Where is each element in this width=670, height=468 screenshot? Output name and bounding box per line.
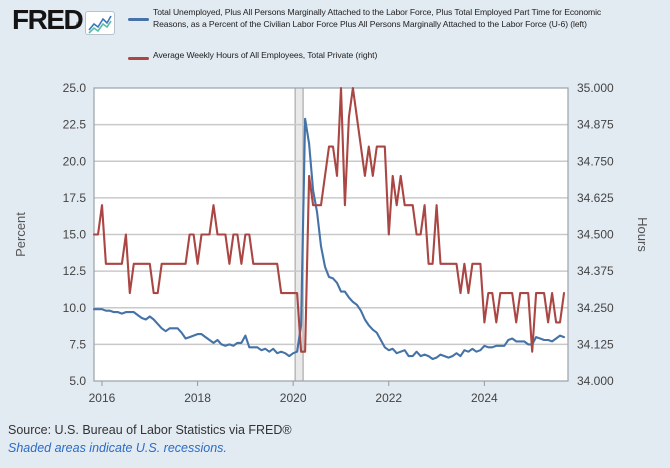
fred-logo-text[interactable]: FRED (12, 4, 84, 35)
fred-chart: 25.0 35.000 22.5 34.875 20.0 34.750 17.5 34.625… (13, 81, 650, 405)
x-axis-tick-label: 2020 (280, 391, 307, 405)
legend-label-u6: Total Unemployed, Plus All Persons Margi… (153, 7, 602, 29)
x-axis-tick-label: 2016 (89, 391, 116, 405)
registered-mark: ® (76, 22, 82, 29)
left-axis-tick-label: 5.0 (69, 374, 86, 388)
hours-series-line (92, 86, 566, 353)
x-axis-tick-label: 2024 (471, 391, 498, 405)
right-axis-tick-label: 34.875 (577, 118, 614, 132)
right-axis-title: Hours (635, 217, 650, 252)
right-axis-tick-label: 34.375 (577, 264, 614, 278)
right-axis-tick-label: 34.125 (577, 337, 614, 351)
u6-series-line (92, 117, 566, 361)
right-axis-tick-label: 34.500 (577, 228, 614, 242)
right-axis-tick-label: 35.000 (577, 81, 614, 95)
source-text: Source: U.S. Bureau of Labor Statistics … (8, 423, 292, 437)
left-axis-tick-label: 22.5 (63, 118, 87, 132)
left-axis-tick-label: 15.0 (63, 228, 87, 242)
right-axis-tick-label: 34.750 (577, 154, 614, 168)
legend-label-hours: Average Weekly Hours of All Employees, T… (153, 50, 378, 60)
recession-note[interactable]: Shaded areas indicate U.S. recessions. (8, 441, 227, 455)
right-axis-tick-label: 34.625 (577, 191, 614, 205)
left-axis-tick-label: 25.0 (63, 81, 87, 95)
left-axis-title: Percent (13, 212, 28, 257)
left-axis-tick-label: 17.5 (63, 191, 87, 205)
fred-sparkline-icon (85, 11, 115, 35)
legend-swatch-hours (128, 57, 149, 60)
legend-swatch-u6 (128, 18, 149, 21)
left-axis-tick-label: 10.0 (63, 301, 87, 315)
right-axis-tick-label: 34.250 (577, 301, 614, 315)
left-axis-tick-label: 12.5 (63, 264, 87, 278)
left-axis-tick-label: 20.0 (63, 154, 87, 168)
left-axis-tick-label: 7.5 (69, 337, 86, 351)
x-axis-tick-label: 2022 (375, 391, 402, 405)
x-axis-tick-label: 2018 (184, 391, 211, 405)
right-axis-tick-label: 34.000 (577, 374, 614, 388)
